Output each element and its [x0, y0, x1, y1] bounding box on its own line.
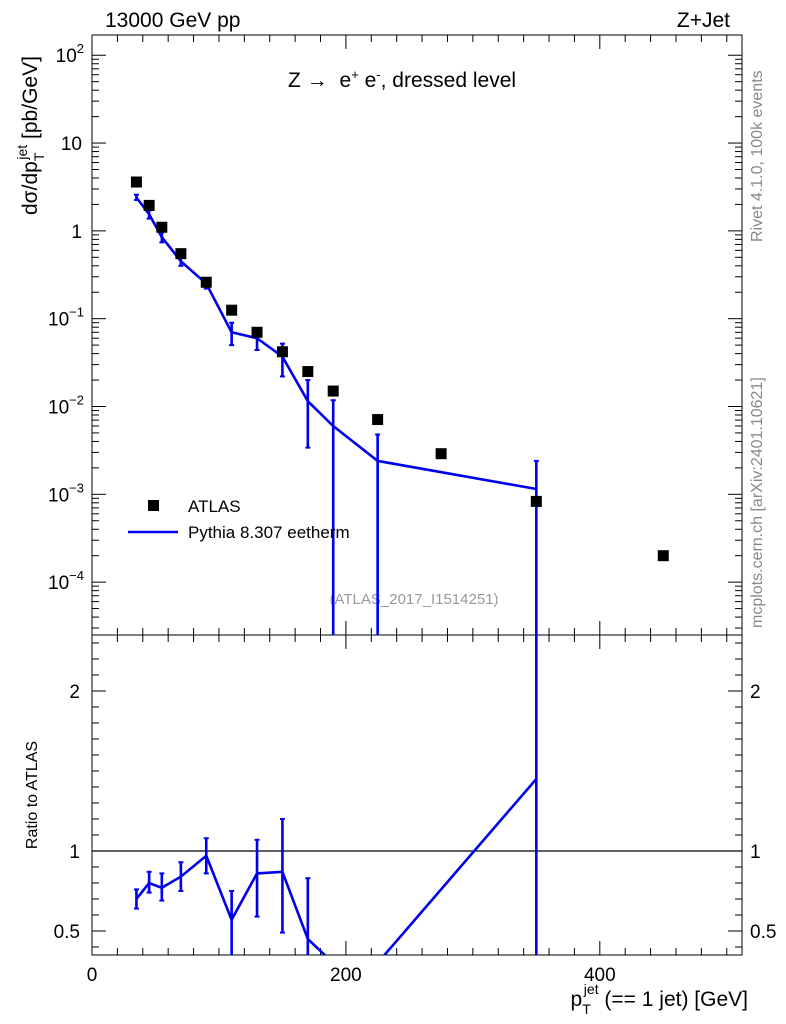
- legend-atlas-label: ATLAS: [188, 497, 241, 516]
- header-left: 13000 GeV pp: [105, 9, 240, 32]
- main-plot-marks: [130, 176, 669, 635]
- mcplots-label: mcplots.cern.ch [arXiv:2401.10621]: [749, 377, 766, 628]
- mc-series-line: [135, 196, 537, 491]
- ratio-y-tick-label-left: 2: [69, 682, 80, 703]
- ratio-y-tick-label-left: 0.5: [54, 922, 80, 943]
- ratio-plot-marks: [133, 635, 538, 955]
- ratio-panel-frame: [91, 634, 743, 956]
- main-axis-ticks: 102 10 1 10−1 10−2 10−3 10−4: [48, 35, 742, 635]
- atlas-data-point: [372, 414, 384, 426]
- x-tick-label: 200: [330, 965, 362, 986]
- y-tick-label: 102: [56, 41, 84, 67]
- ratio-y-tick-label-right: 2: [750, 682, 761, 703]
- y-tick-label: 10−3: [48, 480, 84, 506]
- legend-atlas-marker: [148, 500, 159, 511]
- main-title: Z → e+ e-, dressed level: [288, 67, 516, 92]
- y-tick-label: 10−4: [48, 568, 84, 594]
- main-panel-frame: [91, 34, 743, 636]
- atlas-data-point: [435, 448, 447, 460]
- atlas-data-point: [327, 385, 339, 397]
- atlas-data-point: [226, 304, 238, 316]
- y-tick-label: 10: [61, 134, 82, 155]
- atlas-data-point: [200, 276, 212, 288]
- x-tick-label: 400: [584, 965, 616, 986]
- y-tick-label: 1: [71, 222, 82, 243]
- ratio-y-tick-label-right: 0.5: [750, 922, 776, 943]
- atlas-data-point: [251, 326, 263, 338]
- legend-mc-label: Pythia 8.307 eetherm: [188, 523, 350, 542]
- atlas-data-point: [143, 199, 155, 211]
- atlas-data-point: [130, 176, 142, 188]
- ratio-y-tick-label-left: 1: [69, 842, 80, 863]
- ratio-y-label: Ratio to ATLAS: [24, 741, 41, 849]
- ratio-axis-ticks: 0.5 0.5 1 1 2 2 0 200 400: [54, 635, 776, 986]
- analysis-watermark: (ATLAS_2017_I1514251): [329, 591, 498, 608]
- y-tick-label: 10−2: [48, 392, 84, 418]
- atlas-data-point: [302, 366, 314, 378]
- y-tick-label: 10−1: [48, 305, 84, 331]
- legend: ATLAS Pythia 8.307 eetherm: [128, 497, 350, 542]
- main-y-label: dσ/dpTjet [pb/GeV]: [14, 56, 47, 215]
- rivet-label: Rivet 4.1.0, 100k events: [749, 70, 766, 242]
- ratio-series-line: [135, 778, 538, 955]
- atlas-data-point: [156, 221, 168, 233]
- x-tick-label: 0: [87, 965, 98, 986]
- x-axis-label: pTjet (== 1 jet) [GeV]: [571, 981, 748, 1017]
- header-right: Z+Jet: [677, 9, 730, 32]
- atlas-data-point: [276, 346, 288, 358]
- atlas-data-point: [657, 550, 669, 562]
- atlas-data-point: [530, 495, 542, 507]
- ratio-y-tick-label-right: 1: [750, 842, 761, 863]
- atlas-data-point: [175, 248, 187, 260]
